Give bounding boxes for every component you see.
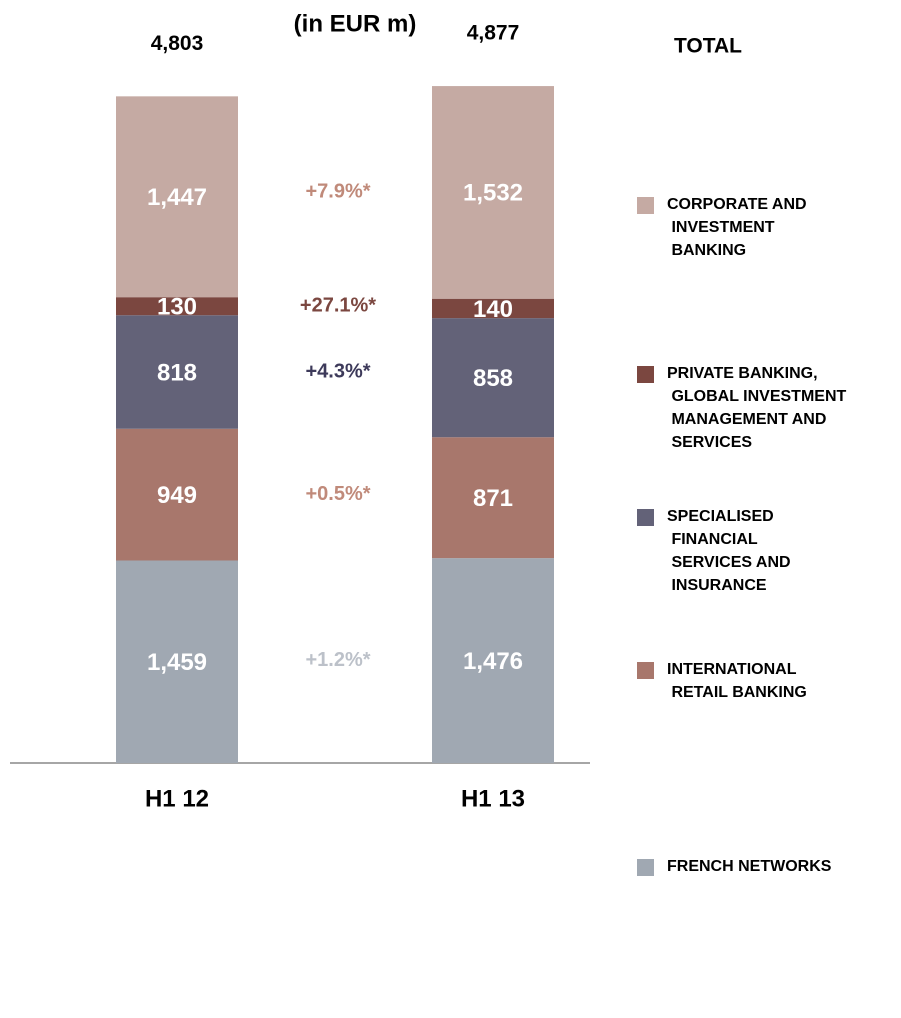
total-label: 4,803 xyxy=(151,32,204,55)
legend-label: INTERNATIONAL RETAIL BANKING xyxy=(667,661,807,701)
x-tick-label: H1 12 xyxy=(145,785,209,812)
bar-segment xyxy=(116,428,238,561)
value-label: 1,459 xyxy=(147,649,207,676)
legend-label: CORPORATE AND INVESTMENT BANKING xyxy=(667,196,807,259)
change-label: +1.2%* xyxy=(305,649,370,671)
total-label: 4,877 xyxy=(467,22,520,45)
bar-segment xyxy=(432,298,554,319)
value-label: 858 xyxy=(473,365,513,392)
bar-segment xyxy=(116,560,238,763)
legend-swatch xyxy=(637,197,654,214)
bar-segment xyxy=(432,86,554,299)
legend-label: FRENCH NETWORKS xyxy=(667,858,832,875)
change-label: +4.3%* xyxy=(305,360,370,382)
bar-segment xyxy=(432,558,554,763)
value-label: 140 xyxy=(473,296,513,323)
total-header: TOTAL xyxy=(674,35,742,58)
change-label: +0.5%* xyxy=(305,483,370,505)
bar-segment xyxy=(432,318,554,438)
bar-segment xyxy=(116,315,238,429)
legend-swatch xyxy=(637,662,654,679)
legend-label: PRIVATE BANKING, GLOBAL INVESTMENT MANAG… xyxy=(667,365,846,451)
value-label: 871 xyxy=(473,485,513,512)
change-label: +7.9%* xyxy=(305,181,370,203)
bar-segment xyxy=(116,96,238,298)
legend-swatch xyxy=(637,509,654,526)
legend-label: SPECIALISED FINANCIAL SERVICES AND INSUR… xyxy=(667,508,791,594)
value-label: 1,476 xyxy=(463,648,523,675)
legend-swatch xyxy=(637,366,654,383)
legend-swatch xyxy=(637,859,654,876)
value-label: 130 xyxy=(157,294,197,321)
change-label: +27.1%* xyxy=(300,294,376,316)
bar-segment xyxy=(116,297,238,316)
bar-segment xyxy=(432,437,554,559)
value-label: 1,532 xyxy=(463,180,523,207)
value-label: 1,447 xyxy=(147,184,207,211)
chart-subtitle: (in EUR m) xyxy=(294,10,417,37)
value-label: 818 xyxy=(157,359,197,386)
x-tick-label: H1 13 xyxy=(461,785,525,812)
value-label: 949 xyxy=(157,482,197,509)
